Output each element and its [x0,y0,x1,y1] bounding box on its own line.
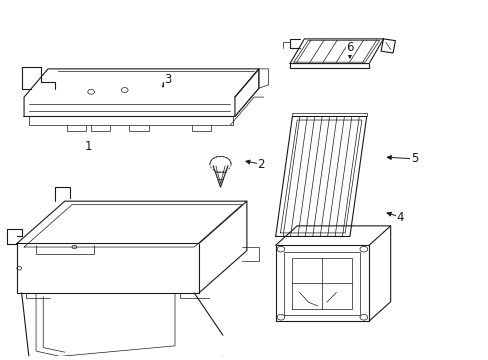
Text: 5: 5 [410,152,417,165]
Text: 1: 1 [85,140,92,153]
Text: 6: 6 [346,41,353,54]
Text: 3: 3 [164,73,171,86]
Text: 4: 4 [396,211,403,224]
Text: 2: 2 [257,158,264,171]
